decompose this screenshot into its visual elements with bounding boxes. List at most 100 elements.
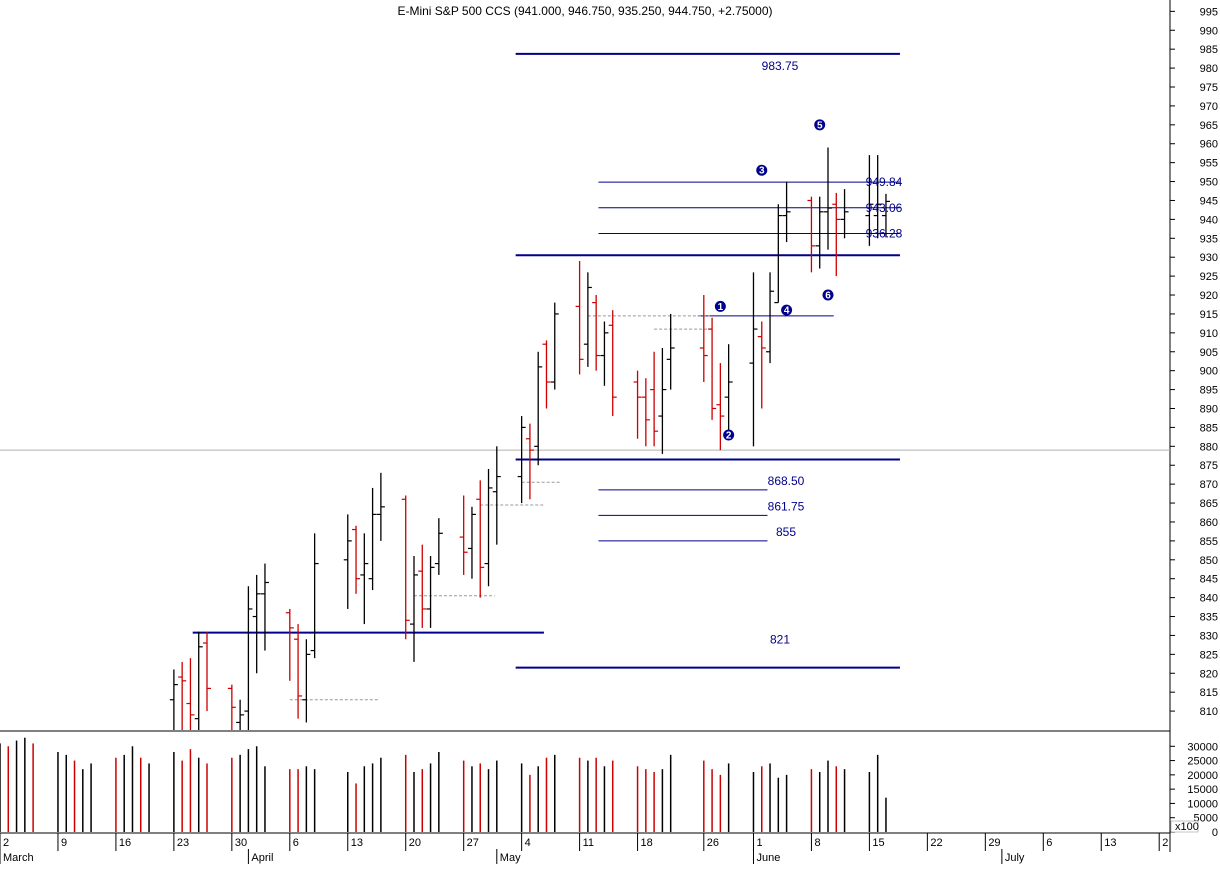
price-tick-label: 895 <box>1200 385 1218 397</box>
wave-marker-circle <box>822 289 834 301</box>
wave-marker-label: 2 <box>726 430 732 441</box>
month-tick-label: April <box>251 852 273 864</box>
price-tick-label: 935 <box>1200 233 1218 245</box>
level-label: 983.75 <box>762 59 799 73</box>
price-bars <box>169 147 890 730</box>
price-tick-label: 985 <box>1200 44 1218 56</box>
wave-marker-circle <box>756 164 768 176</box>
level-labels: 983.75 821 949.84 943.06 936.28 868.50 861.75 8… <box>762 59 903 647</box>
price-tick-label: 975 <box>1200 82 1218 94</box>
price-tick-label: 840 <box>1200 593 1218 605</box>
month-tick-label: July <box>1005 852 1025 864</box>
wave-marker-circle <box>723 429 735 441</box>
date-tick-label: 1 <box>756 837 762 849</box>
price-tick-label: 960 <box>1200 139 1218 151</box>
volume-tick-label: 15000 <box>1187 784 1218 796</box>
level-label: 855 <box>776 525 796 539</box>
price-tick-label: 880 <box>1200 441 1218 453</box>
price-tick-label: 950 <box>1200 177 1218 189</box>
price-tick-label: 860 <box>1200 517 1218 529</box>
wave-marker-label: 4 <box>784 306 790 317</box>
price-tick-label: 855 <box>1200 536 1218 548</box>
price-tick-label: 920 <box>1200 290 1218 302</box>
price-tick-label: 955 <box>1200 158 1218 170</box>
price-tick-label: 945 <box>1200 195 1218 207</box>
price-tick-label: 815 <box>1200 687 1218 699</box>
date-tick-label: 6 <box>293 837 299 849</box>
chart-frame <box>0 0 1171 852</box>
wave-marker-circle <box>714 300 726 312</box>
price-tick-label: 965 <box>1200 120 1218 132</box>
volume-tick-label: 30000 <box>1187 741 1218 753</box>
price-tick-label: 925 <box>1200 271 1218 283</box>
date-tick-label: 8 <box>814 837 820 849</box>
price-tick-label: 980 <box>1200 63 1218 75</box>
level-lines <box>192 52 900 669</box>
level-label: 861.75 <box>768 499 805 513</box>
volume-bars <box>0 737 887 832</box>
date-tick-label: 16 <box>119 837 131 849</box>
level-label: 943.06 <box>866 201 903 215</box>
level-label: 868.50 <box>768 474 805 488</box>
wave-marker-label: 5 <box>817 120 823 131</box>
date-tick-label: 4 <box>525 837 531 849</box>
date-tick-label: 18 <box>641 837 653 849</box>
date-tick-label: 9 <box>61 837 67 849</box>
chart-title: E-Mini S&P 500 CCS (941.000, 946.750, 93… <box>397 4 772 18</box>
date-tick-label: 2 <box>1162 837 1168 849</box>
price-tick-label: 850 <box>1200 555 1218 567</box>
month-tick-label: June <box>756 852 780 864</box>
price-tick-label: 835 <box>1200 612 1218 624</box>
price-tick-label: 845 <box>1200 574 1218 586</box>
price-tick-label: 990 <box>1200 25 1218 37</box>
volume-tick-label: 5000 <box>1194 813 1218 825</box>
price-tick-label: 810 <box>1200 706 1218 718</box>
price-tick-label: 940 <box>1200 214 1218 226</box>
date-tick-label: 6 <box>1046 837 1052 849</box>
wave-marker-circle <box>814 119 826 131</box>
wave-marker-circle <box>781 304 793 316</box>
month-tick-label: March <box>3 852 34 864</box>
volume-scale-label: x100 <box>1175 821 1199 833</box>
wave-marker-label: 6 <box>825 291 831 302</box>
volume-scale-box <box>1170 820 1199 833</box>
level-label: 936.28 <box>866 226 903 240</box>
price-tick-label: 875 <box>1200 460 1218 472</box>
price-tick-label: 900 <box>1200 366 1218 378</box>
volume-tick-label: 0 <box>1212 827 1218 839</box>
volume-tick-label: 25000 <box>1187 756 1218 768</box>
date-tick-label: 13 <box>1104 837 1116 849</box>
date-tick-label: 13 <box>351 837 363 849</box>
price-tick-label: 820 <box>1200 668 1218 680</box>
date-tick-label: 15 <box>872 837 884 849</box>
price-tick-label: 890 <box>1200 403 1218 415</box>
price-tick-label: 825 <box>1200 649 1218 661</box>
axes: 8108158208258308358408458508558608658708… <box>0 6 1218 864</box>
date-tick-label: 11 <box>583 837 594 849</box>
wave-marker-label: 3 <box>759 166 765 177</box>
date-tick-label: 30 <box>235 837 247 849</box>
date-tick-label: 27 <box>467 837 479 849</box>
volume-tick-label: 10000 <box>1187 798 1218 810</box>
date-tick-label: 23 <box>177 837 189 849</box>
wave-markers: 1 2 3 4 5 6 <box>714 119 834 441</box>
price-tick-label: 995 <box>1200 6 1218 18</box>
date-tick-label: 20 <box>409 837 421 849</box>
price-tick-label: 930 <box>1200 252 1218 264</box>
date-tick-label: 22 <box>930 837 942 849</box>
price-tick-label: 870 <box>1200 479 1218 491</box>
wave-marker-label: 1 <box>718 302 724 313</box>
level-label: 821 <box>770 633 790 647</box>
price-tick-label: 915 <box>1200 309 1218 321</box>
price-tick-label: 885 <box>1200 422 1218 434</box>
price-tick-label: 905 <box>1200 347 1218 359</box>
price-tick-label: 910 <box>1200 328 1218 340</box>
price-tick-label: 865 <box>1200 498 1218 510</box>
date-tick-label: 2 <box>3 837 9 849</box>
date-tick-label: 26 <box>707 837 719 849</box>
volume-tick-label: 20000 <box>1187 770 1218 782</box>
month-tick-label: May <box>500 852 521 864</box>
